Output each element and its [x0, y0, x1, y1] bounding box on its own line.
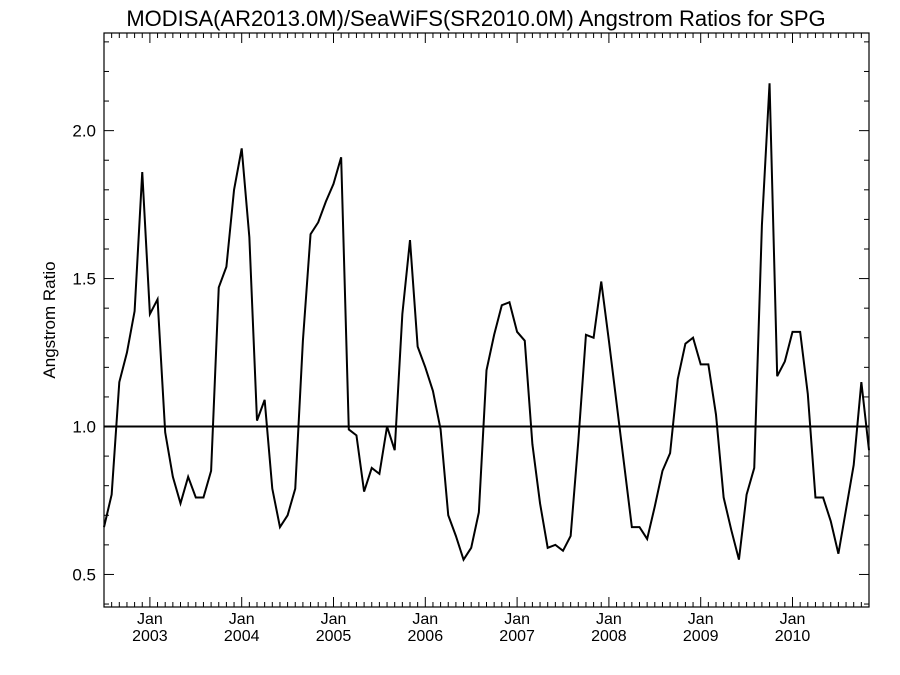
x-tick-label-month: Jan: [229, 611, 255, 628]
x-tick-label-year: 2007: [499, 628, 535, 645]
x-tick-label-year: 2009: [683, 628, 719, 645]
x-tick-label-month: Jan: [688, 611, 714, 628]
x-tick-labels: Jan2003Jan2004Jan2005Jan2006Jan2007Jan20…: [132, 611, 810, 645]
x-tick-label-year: 2005: [316, 628, 352, 645]
series-line: [103, 83, 870, 562]
x-tick-label-month: Jan: [321, 611, 347, 628]
x-tick-label-month: Jan: [780, 611, 806, 628]
x-tick-label-month: Jan: [596, 611, 622, 628]
x-tick-label-year: 2008: [591, 628, 627, 645]
axis-ticks: [103, 33, 870, 607]
x-tick-label-year: 2010: [775, 628, 811, 645]
x-tick-label-year: 2006: [408, 628, 444, 645]
y-tick-label: 1.5: [72, 270, 96, 289]
x-tick-label-month: Jan: [504, 611, 530, 628]
x-tick-label-year: 2003: [132, 628, 168, 645]
y-tick-label: 1.0: [72, 418, 96, 437]
plot-frame: [103, 32, 870, 608]
x-tick-label-month: Jan: [137, 611, 163, 628]
x-tick-label-month: Jan: [412, 611, 438, 628]
y-tick-label: 2.0: [72, 122, 96, 141]
chart-title: MODISA(AR2013.0M)/SeaWiFS(SR2010.0M) Ang…: [126, 6, 825, 31]
y-tick-labels: 0.5 1.0 1.5 2.0: [72, 122, 96, 585]
y-tick-label: 0.5: [72, 565, 96, 584]
y-axis-label: Angstrom Ratio: [40, 261, 59, 378]
x-tick-label-year: 2004: [224, 628, 260, 645]
